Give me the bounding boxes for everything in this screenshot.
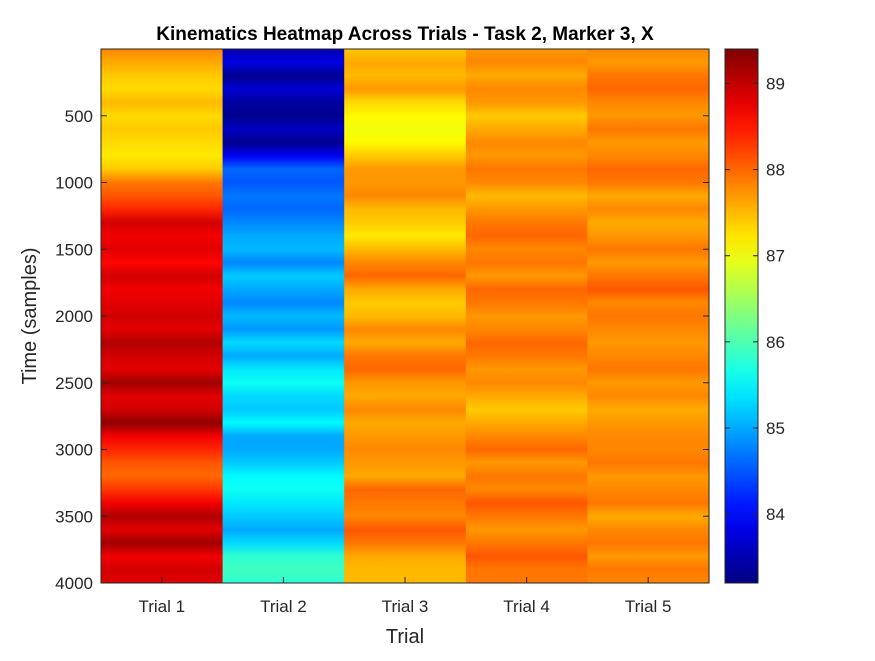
x-tick-label: Trial 4 (503, 597, 550, 616)
x-tick-label: Trial 1 (138, 597, 185, 616)
heatmap-column-5 (587, 49, 710, 583)
y-tick-label: 500 (65, 107, 93, 126)
heatmap-column-2 (222, 49, 345, 583)
colorbar-tick-label: 88 (766, 161, 785, 180)
heatmap-column-3 (344, 49, 467, 583)
heatmap-column-1 (101, 49, 224, 583)
heatmap-column-4 (465, 49, 588, 583)
x-tick-label: Trial 5 (625, 597, 672, 616)
y-tick-label: 4000 (55, 574, 93, 593)
y-tick-label: 3500 (55, 507, 93, 526)
colorbar-tick-label: 84 (766, 505, 785, 524)
colorbar-gradient (724, 48, 759, 584)
chart-title: Kinematics Heatmap Across Trials - Task … (156, 24, 654, 45)
x-axis: Trial 1 Trial 2 Trial 3 Trial 4 Trial 5 (138, 577, 672, 616)
colorbar-tick-label: 89 (766, 74, 785, 93)
x-tick-label: Trial 3 (382, 597, 429, 616)
x-axis-label: Trial (386, 626, 424, 648)
y-axis-label: Time (samples) (19, 247, 41, 384)
colorbar-tick-label: 86 (766, 333, 785, 352)
y-tick-label: 3000 (55, 441, 93, 460)
colorbar: 84 85 86 87 88 89 (724, 48, 785, 584)
y-tick-label: 2000 (55, 307, 93, 326)
x-tick-label: Trial 2 (260, 597, 307, 616)
colorbar-tick-label: 85 (766, 419, 785, 438)
y-tick-label: 1500 (55, 240, 93, 259)
y-tick-label: 2500 (55, 374, 93, 393)
y-axis: 500 1000 1500 2000 2500 3000 3500 4000 (55, 107, 709, 593)
y-tick-label: 1000 (55, 174, 93, 193)
plot-area (100, 48, 710, 584)
colorbar-tick-label: 87 (766, 247, 785, 266)
